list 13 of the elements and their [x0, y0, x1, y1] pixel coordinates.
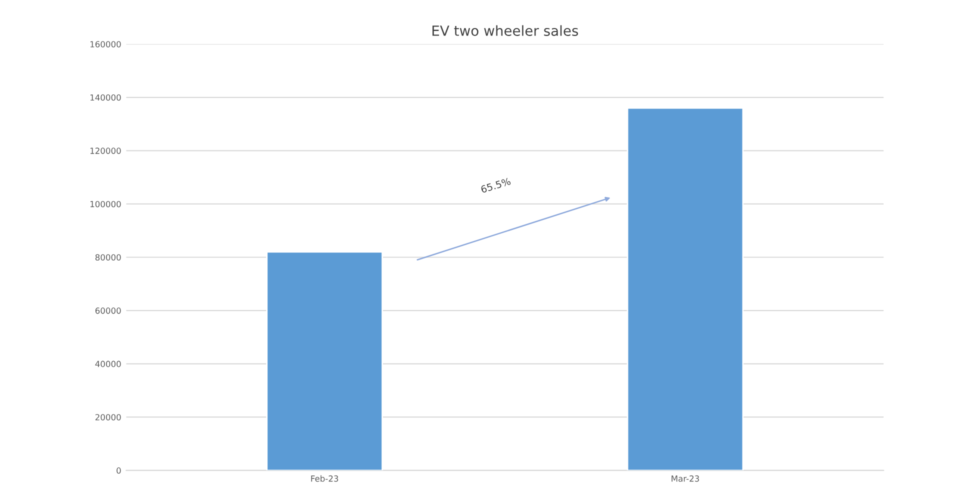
y-tick-label: 140000: [90, 94, 121, 101]
y-tick-label: 0: [116, 467, 121, 474]
y-tick-label: 40000: [95, 360, 121, 368]
x-tick-label: Feb-23: [311, 475, 338, 482]
y-tick-label: 160000: [90, 41, 121, 48]
x-tick-label: Mar-23: [672, 475, 699, 482]
chart-title: EV two wheeler sales: [432, 25, 578, 36]
y-tick-label: 120000: [90, 148, 121, 154]
annotation: 65.5%: [480, 177, 511, 194]
y-tick-label: 80000: [95, 254, 121, 261]
y-tick-label: 60000: [95, 308, 121, 314]
y-tick-label: 20000: [95, 414, 121, 420]
y-tick-label: 100000: [90, 200, 121, 208]
